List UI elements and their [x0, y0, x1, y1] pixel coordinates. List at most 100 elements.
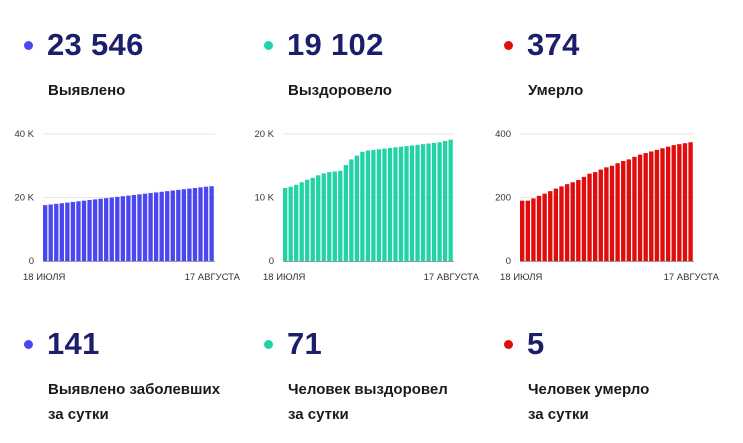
bar	[305, 179, 310, 261]
total-detected-value: 23 546	[47, 27, 144, 62]
bar	[415, 144, 420, 261]
y-tick-label: 0	[29, 256, 34, 267]
bar	[520, 200, 525, 261]
bar	[371, 149, 376, 261]
bar	[598, 169, 603, 261]
y-tick-label: 20 K	[14, 193, 34, 204]
bar	[387, 147, 393, 261]
bar	[98, 198, 103, 261]
red-bullet-icon	[504, 340, 513, 349]
y-tick-label: 400	[495, 129, 511, 140]
bar	[283, 187, 288, 261]
bar	[548, 191, 553, 261]
y-tick-label: 10 K	[254, 193, 274, 204]
bar	[192, 187, 198, 261]
bar	[332, 171, 337, 261]
daily-detected-label-line1: Выявлено заболевших	[48, 381, 221, 398]
bar	[448, 139, 453, 261]
daily-deaths-label-line2: за сутки	[528, 406, 589, 423]
chart-deaths: 0 200 400 18 ИЮЛЯ 17 АВГУСТА	[495, 129, 720, 283]
bar	[660, 148, 665, 261]
bar	[626, 159, 632, 261]
bar	[654, 149, 660, 261]
bar	[587, 173, 592, 261]
bar	[649, 151, 654, 261]
x-tick-label-start: 18 ИЮЛЯ	[500, 272, 542, 283]
bar	[294, 184, 299, 261]
daily-recovered-label: Человек выздоровел за сутки	[288, 377, 448, 427]
bar	[120, 196, 126, 261]
x-tick-label-end: 17 АВГУСТА	[424, 272, 480, 283]
bar	[137, 194, 142, 261]
bar	[126, 195, 131, 261]
bar	[115, 196, 120, 261]
bar	[48, 204, 53, 261]
bar	[688, 142, 693, 261]
bar	[609, 165, 615, 261]
teal-bullet-icon	[264, 340, 273, 349]
bar	[581, 176, 587, 261]
bar	[165, 191, 170, 261]
bar	[343, 165, 348, 261]
bar	[288, 186, 293, 261]
bar	[398, 146, 404, 261]
chart-detected: 0 20 K 40 K 18 ИЮЛЯ 17 АВГУСТА	[14, 129, 240, 283]
bar	[131, 194, 137, 261]
bar	[159, 191, 164, 261]
bar	[187, 188, 192, 261]
bar	[176, 189, 181, 261]
daily-deaths-label-line1: Человек умерло	[528, 381, 650, 398]
total-recovered-label: Выздоровело	[288, 82, 392, 99]
x-tick-label-start: 18 ИЮЛЯ	[263, 272, 305, 283]
bar	[621, 160, 626, 261]
bar	[65, 202, 70, 261]
bar	[153, 192, 159, 261]
bar	[643, 153, 648, 261]
bar	[531, 198, 536, 261]
daily-detected-label-line2: за сутки	[48, 406, 109, 423]
bar	[181, 189, 187, 261]
bar	[393, 147, 398, 261]
daily-detected-label: Выявлено заболевших за сутки	[48, 377, 220, 427]
bar	[54, 203, 59, 261]
bar	[327, 172, 332, 261]
bar	[420, 144, 426, 261]
bar	[338, 170, 343, 261]
bar	[576, 180, 581, 261]
bar	[431, 142, 437, 261]
bar	[404, 146, 409, 261]
chart-recovered: 0 10 K 20 K 18 ИЮЛЯ 17 АВГУСТА	[254, 129, 480, 283]
bar	[437, 142, 442, 261]
bar	[632, 156, 637, 261]
bar	[170, 190, 175, 261]
y-tick-label: 20 K	[254, 129, 274, 140]
y-tick-label: 200	[495, 193, 511, 204]
bar	[592, 172, 598, 261]
red-bullet-icon	[504, 41, 513, 50]
bar	[142, 193, 148, 261]
total-recovered-value: 19 102	[287, 27, 384, 62]
x-tick-label-end: 17 АВГУСТА	[185, 272, 240, 283]
y-tick-label: 0	[269, 256, 274, 267]
bar	[553, 188, 559, 261]
daily-recovered-label-line1: Человек выздоровел	[288, 381, 448, 398]
bar	[376, 149, 382, 261]
bar	[70, 201, 76, 261]
bar	[671, 145, 676, 261]
bar	[209, 186, 214, 261]
bar	[316, 175, 321, 261]
bar	[321, 173, 326, 261]
bar	[203, 186, 209, 261]
bar	[43, 205, 48, 261]
bar	[148, 193, 153, 261]
y-tick-label: 40 K	[14, 129, 34, 140]
bar	[615, 163, 620, 261]
bar	[360, 151, 365, 261]
bar	[354, 155, 360, 261]
bar	[570, 182, 575, 261]
bar	[682, 143, 688, 261]
bar	[542, 193, 547, 261]
bar	[349, 159, 354, 261]
bar	[310, 177, 315, 261]
daily-deaths-value: 5	[527, 326, 545, 361]
